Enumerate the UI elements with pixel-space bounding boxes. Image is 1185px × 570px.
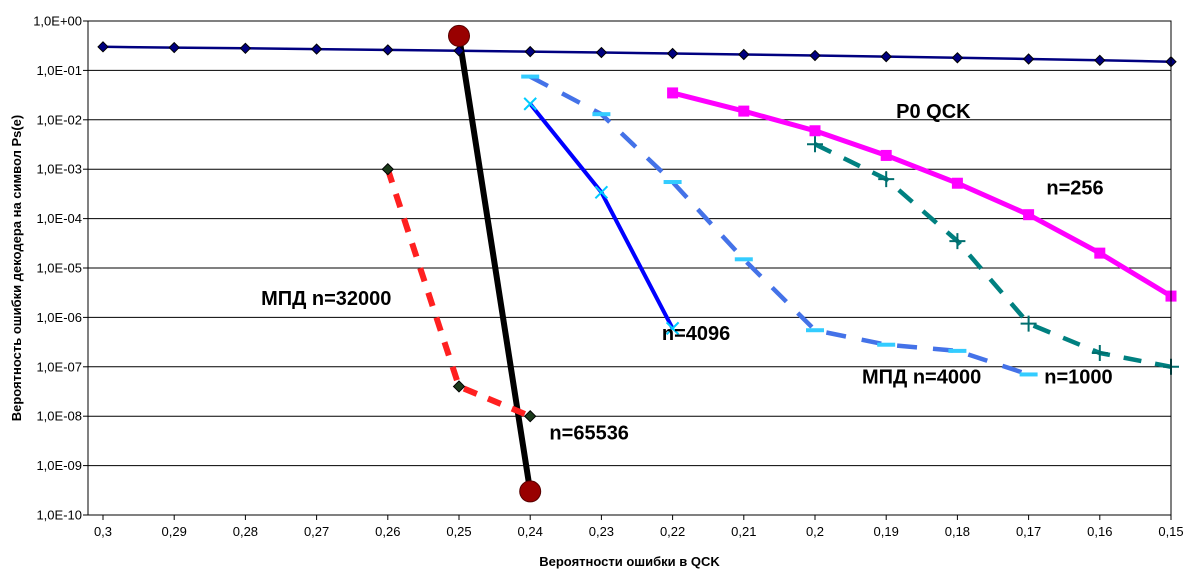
data-point bbox=[1091, 345, 1108, 362]
series-lines bbox=[102, 35, 1173, 492]
data-point bbox=[809, 49, 821, 62]
y-axis-ticks: 1,0E+00 1,0E-01 1,0E-02 1,0E-03 1,0E-04 1,0E-… bbox=[33, 14, 88, 523]
data-point bbox=[523, 97, 537, 111]
data-point bbox=[592, 112, 611, 117]
x-tick-label: 0,27 bbox=[304, 524, 329, 539]
gridlines bbox=[88, 20, 1171, 516]
data-point bbox=[1022, 53, 1035, 65]
series-line bbox=[671, 90, 1173, 299]
annotation-p0: P0 QCK bbox=[896, 101, 971, 123]
data-point bbox=[452, 380, 466, 393]
x-tick-label: 0,23 bbox=[589, 524, 614, 539]
data-point bbox=[880, 149, 892, 161]
x-tick-label: 0,19 bbox=[874, 524, 899, 539]
series-line bbox=[456, 35, 534, 492]
data-point bbox=[594, 185, 609, 200]
x-tick-label: 0,25 bbox=[446, 524, 471, 539]
annotations: P0 QCK n=256 n=4096 МПД n=32000 n=65536 МПД n… bbox=[261, 101, 1113, 445]
y-tick-label: 1,0E-04 bbox=[36, 211, 82, 226]
data-point bbox=[382, 44, 394, 56]
data-point bbox=[448, 24, 470, 47]
data-point bbox=[949, 233, 966, 250]
data-point bbox=[1020, 315, 1037, 332]
x-tick-label: 0,3 bbox=[94, 524, 112, 539]
y-tick-label: 1,0E-09 bbox=[36, 458, 82, 473]
series-line bbox=[528, 102, 675, 330]
x-tick-label: 0,16 bbox=[1087, 524, 1112, 539]
y-tick-label: 1,0E-08 bbox=[36, 409, 82, 424]
x-tick-label: 0,26 bbox=[375, 524, 400, 539]
data-point bbox=[734, 257, 753, 262]
series-line bbox=[529, 74, 1030, 377]
annotation-n4096: n=4096 bbox=[662, 323, 730, 345]
x-tick-label: 0,29 bbox=[162, 524, 187, 539]
data-point bbox=[948, 348, 967, 353]
x-axis-ticks: 0,3 0,29 0,28 0,27 0,26 0,25 0,24 0,23 0,22 0,21 0… bbox=[94, 515, 1184, 539]
x-tick-label: 0,22 bbox=[660, 524, 685, 539]
data-point bbox=[523, 409, 537, 423]
series-line bbox=[102, 45, 1172, 63]
data-point bbox=[521, 74, 540, 79]
y-tick-label: 1,0E-03 bbox=[36, 162, 82, 177]
data-point bbox=[877, 342, 896, 347]
x-tick-label: 0,18 bbox=[945, 524, 970, 539]
y-tick-label: 1,0E-07 bbox=[36, 359, 82, 374]
annotation-n1000: n=1000 bbox=[1044, 366, 1112, 388]
annotation-mpd4000: МПД n=4000 bbox=[862, 366, 981, 388]
y-tick-label: 1,0E-05 bbox=[36, 261, 82, 276]
y-axis-title: Вероятность ошибки декодера на символ Ps… bbox=[9, 115, 24, 422]
data-point bbox=[97, 41, 109, 53]
data-point bbox=[666, 47, 679, 60]
data-point bbox=[1023, 209, 1035, 221]
data-point bbox=[663, 180, 682, 185]
x-tick-label: 0,17 bbox=[1016, 524, 1041, 539]
x-tick-label: 0,2 bbox=[806, 524, 824, 539]
y-tick-label: 1,0E-01 bbox=[36, 63, 82, 78]
annotation-n65536: n=65536 bbox=[549, 422, 629, 444]
y-tick-label: 1,0E+00 bbox=[33, 14, 82, 29]
y-tick-label: 1,0E-02 bbox=[36, 112, 82, 127]
data-point bbox=[738, 105, 750, 117]
data-point bbox=[665, 321, 680, 336]
y-tick-label: 1,0E-06 bbox=[36, 310, 82, 325]
x-tick-label: 0,28 bbox=[233, 524, 258, 539]
data-point bbox=[667, 87, 679, 99]
data-point bbox=[524, 45, 536, 58]
data-point bbox=[809, 125, 821, 137]
data-point bbox=[519, 480, 542, 503]
data-point bbox=[880, 50, 892, 63]
data-point bbox=[807, 136, 823, 153]
data-point bbox=[310, 43, 323, 55]
plot-frame bbox=[87, 20, 1172, 516]
x-tick-label: 0,15 bbox=[1158, 524, 1183, 539]
x-axis-title: Вероятности ошибки в QCK bbox=[539, 554, 720, 569]
data-point bbox=[239, 42, 252, 55]
series-line bbox=[814, 142, 1172, 370]
annotation-n256: n=256 bbox=[1046, 177, 1103, 199]
data-point bbox=[1019, 372, 1038, 377]
data-point bbox=[453, 45, 465, 57]
data-point bbox=[806, 328, 824, 333]
data-point bbox=[381, 162, 395, 176]
data-point bbox=[168, 41, 180, 54]
series-line bbox=[384, 168, 532, 419]
data-point bbox=[595, 46, 608, 59]
x-tick-label: 0,21 bbox=[731, 524, 756, 539]
data-point bbox=[1094, 54, 1106, 67]
data-point bbox=[1094, 247, 1106, 259]
data-point bbox=[738, 48, 750, 61]
data-point bbox=[878, 171, 895, 188]
y-tick-label: 1,0E-10 bbox=[36, 508, 82, 523]
annotation-mpd32000: МПД n=32000 bbox=[261, 288, 391, 310]
x-tick-label: 0,24 bbox=[518, 524, 543, 539]
data-point bbox=[951, 52, 964, 64]
data-point bbox=[951, 177, 963, 189]
